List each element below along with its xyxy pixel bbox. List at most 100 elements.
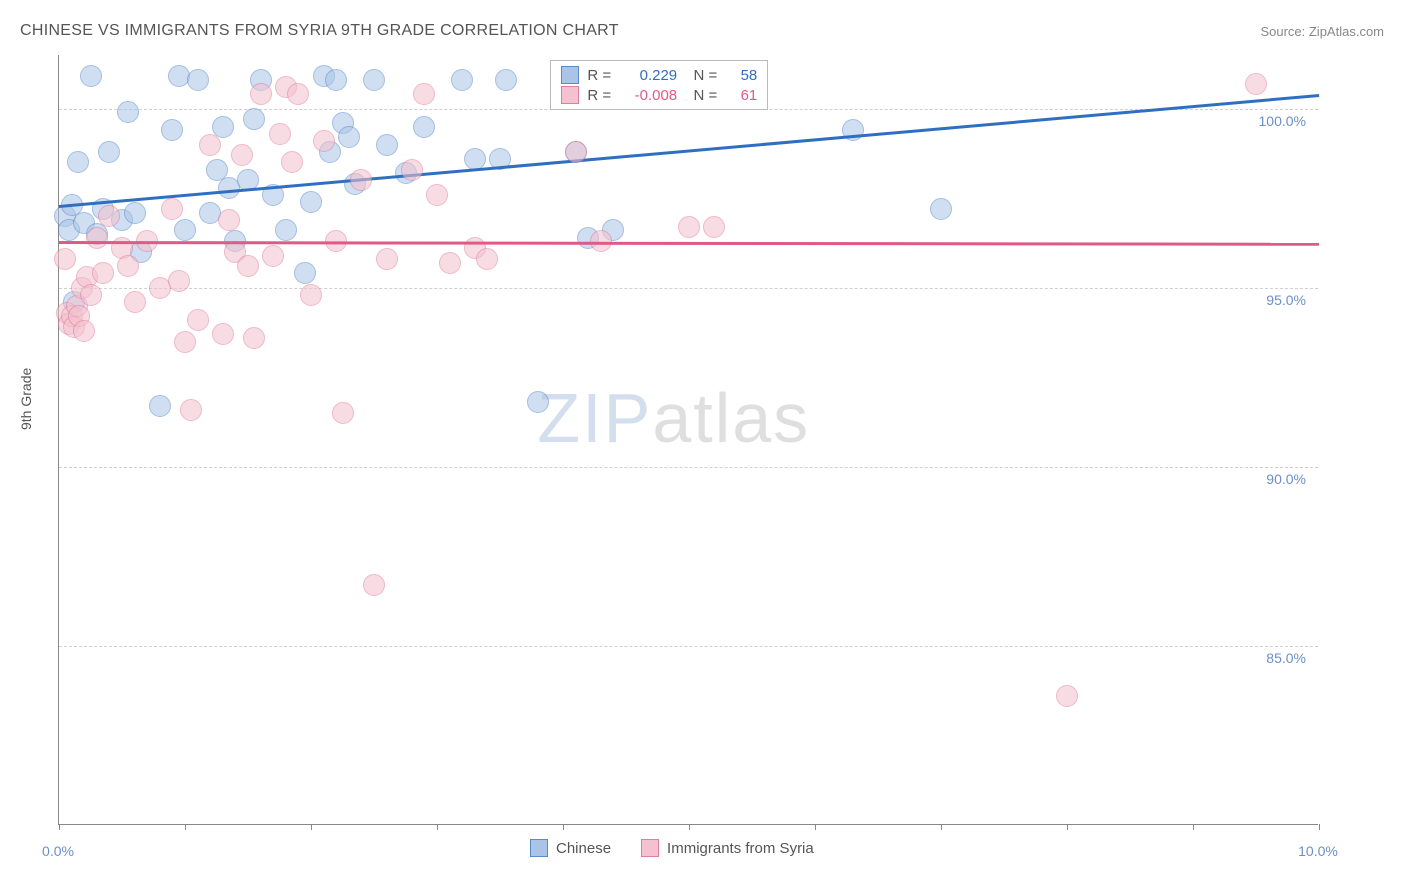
x-tick-label: 0.0% (42, 843, 74, 859)
x-tick (1319, 824, 1320, 830)
scatter-point (187, 309, 209, 331)
scatter-point (275, 219, 297, 241)
scatter-point (294, 262, 316, 284)
scatter-point (124, 202, 146, 224)
scatter-point (376, 248, 398, 270)
legend-item: Chinese (530, 839, 611, 857)
x-tick (815, 824, 816, 830)
scatter-point (363, 69, 385, 91)
scatter-point (413, 83, 435, 105)
scatter-point (930, 198, 952, 220)
grid-line (59, 467, 1318, 468)
legend-label: Chinese (556, 840, 611, 857)
scatter-point (117, 255, 139, 277)
stat-n-value: 61 (725, 87, 757, 104)
scatter-point (80, 65, 102, 87)
scatter-point (161, 119, 183, 141)
grid-line (59, 288, 1318, 289)
scatter-point (287, 83, 309, 105)
stat-r-label: R = (587, 87, 611, 104)
scatter-point (250, 83, 272, 105)
scatter-point (376, 134, 398, 156)
scatter-point (495, 69, 517, 91)
legend-stats-row: R = 0.229 N = 58 (561, 65, 757, 85)
x-tick (185, 824, 186, 830)
scatter-point (86, 227, 108, 249)
scatter-point (180, 399, 202, 421)
stat-n-label: N = (685, 67, 717, 84)
legend-label: Immigrants from Syria (667, 840, 814, 857)
scatter-point (174, 219, 196, 241)
scatter-point (426, 184, 448, 206)
stat-r-label: R = (587, 67, 611, 84)
scatter-point (124, 291, 146, 313)
scatter-point (269, 123, 291, 145)
watermark-atlas: atlas (652, 379, 810, 457)
x-tick (1193, 824, 1194, 830)
scatter-point (199, 134, 221, 156)
scatter-point (363, 574, 385, 596)
scatter-point (117, 101, 139, 123)
scatter-point (703, 216, 725, 238)
scatter-point (300, 191, 322, 213)
scatter-point (565, 141, 587, 163)
y-tick-label: 95.0% (1266, 292, 1306, 308)
legend-swatch (561, 86, 579, 104)
x-tick (437, 824, 438, 830)
legend-swatch (561, 66, 579, 84)
scatter-point (54, 248, 76, 270)
x-tick (563, 824, 564, 830)
scatter-point (1245, 73, 1267, 95)
scatter-point (678, 216, 700, 238)
scatter-point (300, 284, 322, 306)
scatter-point (187, 69, 209, 91)
scatter-point (451, 69, 473, 91)
scatter-point (67, 151, 89, 173)
watermark-zip: ZIP (537, 379, 652, 457)
grid-line (59, 646, 1318, 647)
x-tick (311, 824, 312, 830)
y-tick-label: 90.0% (1266, 471, 1306, 487)
scatter-point (218, 209, 240, 231)
scatter-point (332, 402, 354, 424)
scatter-point (243, 108, 265, 130)
scatter-point (92, 262, 114, 284)
x-tick (1067, 824, 1068, 830)
stat-r-value: -0.008 (619, 87, 677, 104)
scatter-point (401, 159, 423, 181)
bottom-legend: Chinese Immigrants from Syria (530, 839, 814, 857)
x-tick (941, 824, 942, 830)
x-tick (689, 824, 690, 830)
scatter-point (73, 320, 95, 342)
y-tick-label: 100.0% (1259, 113, 1306, 129)
scatter-point (476, 248, 498, 270)
stat-n-value: 58 (725, 67, 757, 84)
legend-stats: R = 0.229 N = 58 R = -0.008 N = 61 (550, 60, 768, 110)
scatter-point (243, 327, 265, 349)
scatter-point (161, 198, 183, 220)
scatter-point (1056, 685, 1078, 707)
legend-swatch (641, 839, 659, 857)
scatter-point (350, 169, 372, 191)
x-tick (59, 824, 60, 830)
scatter-point (168, 270, 190, 292)
scatter-point (281, 151, 303, 173)
scatter-point (527, 391, 549, 413)
stat-n-label: N = (685, 87, 717, 104)
scatter-point (325, 69, 347, 91)
scatter-point (262, 245, 284, 267)
scatter-point (237, 255, 259, 277)
legend-stats-row: R = -0.008 N = 61 (561, 85, 757, 105)
scatter-point (439, 252, 461, 274)
scatter-point (174, 331, 196, 353)
y-tick-label: 85.0% (1266, 650, 1306, 666)
scatter-point (212, 323, 234, 345)
scatter-point (80, 284, 102, 306)
scatter-point (98, 205, 120, 227)
scatter-point (338, 126, 360, 148)
legend-item: Immigrants from Syria (641, 839, 814, 857)
stat-r-value: 0.229 (619, 67, 677, 84)
x-tick-label: 10.0% (1298, 843, 1338, 859)
legend-swatch (530, 839, 548, 857)
y-axis-label: 9th Grade (18, 368, 34, 430)
